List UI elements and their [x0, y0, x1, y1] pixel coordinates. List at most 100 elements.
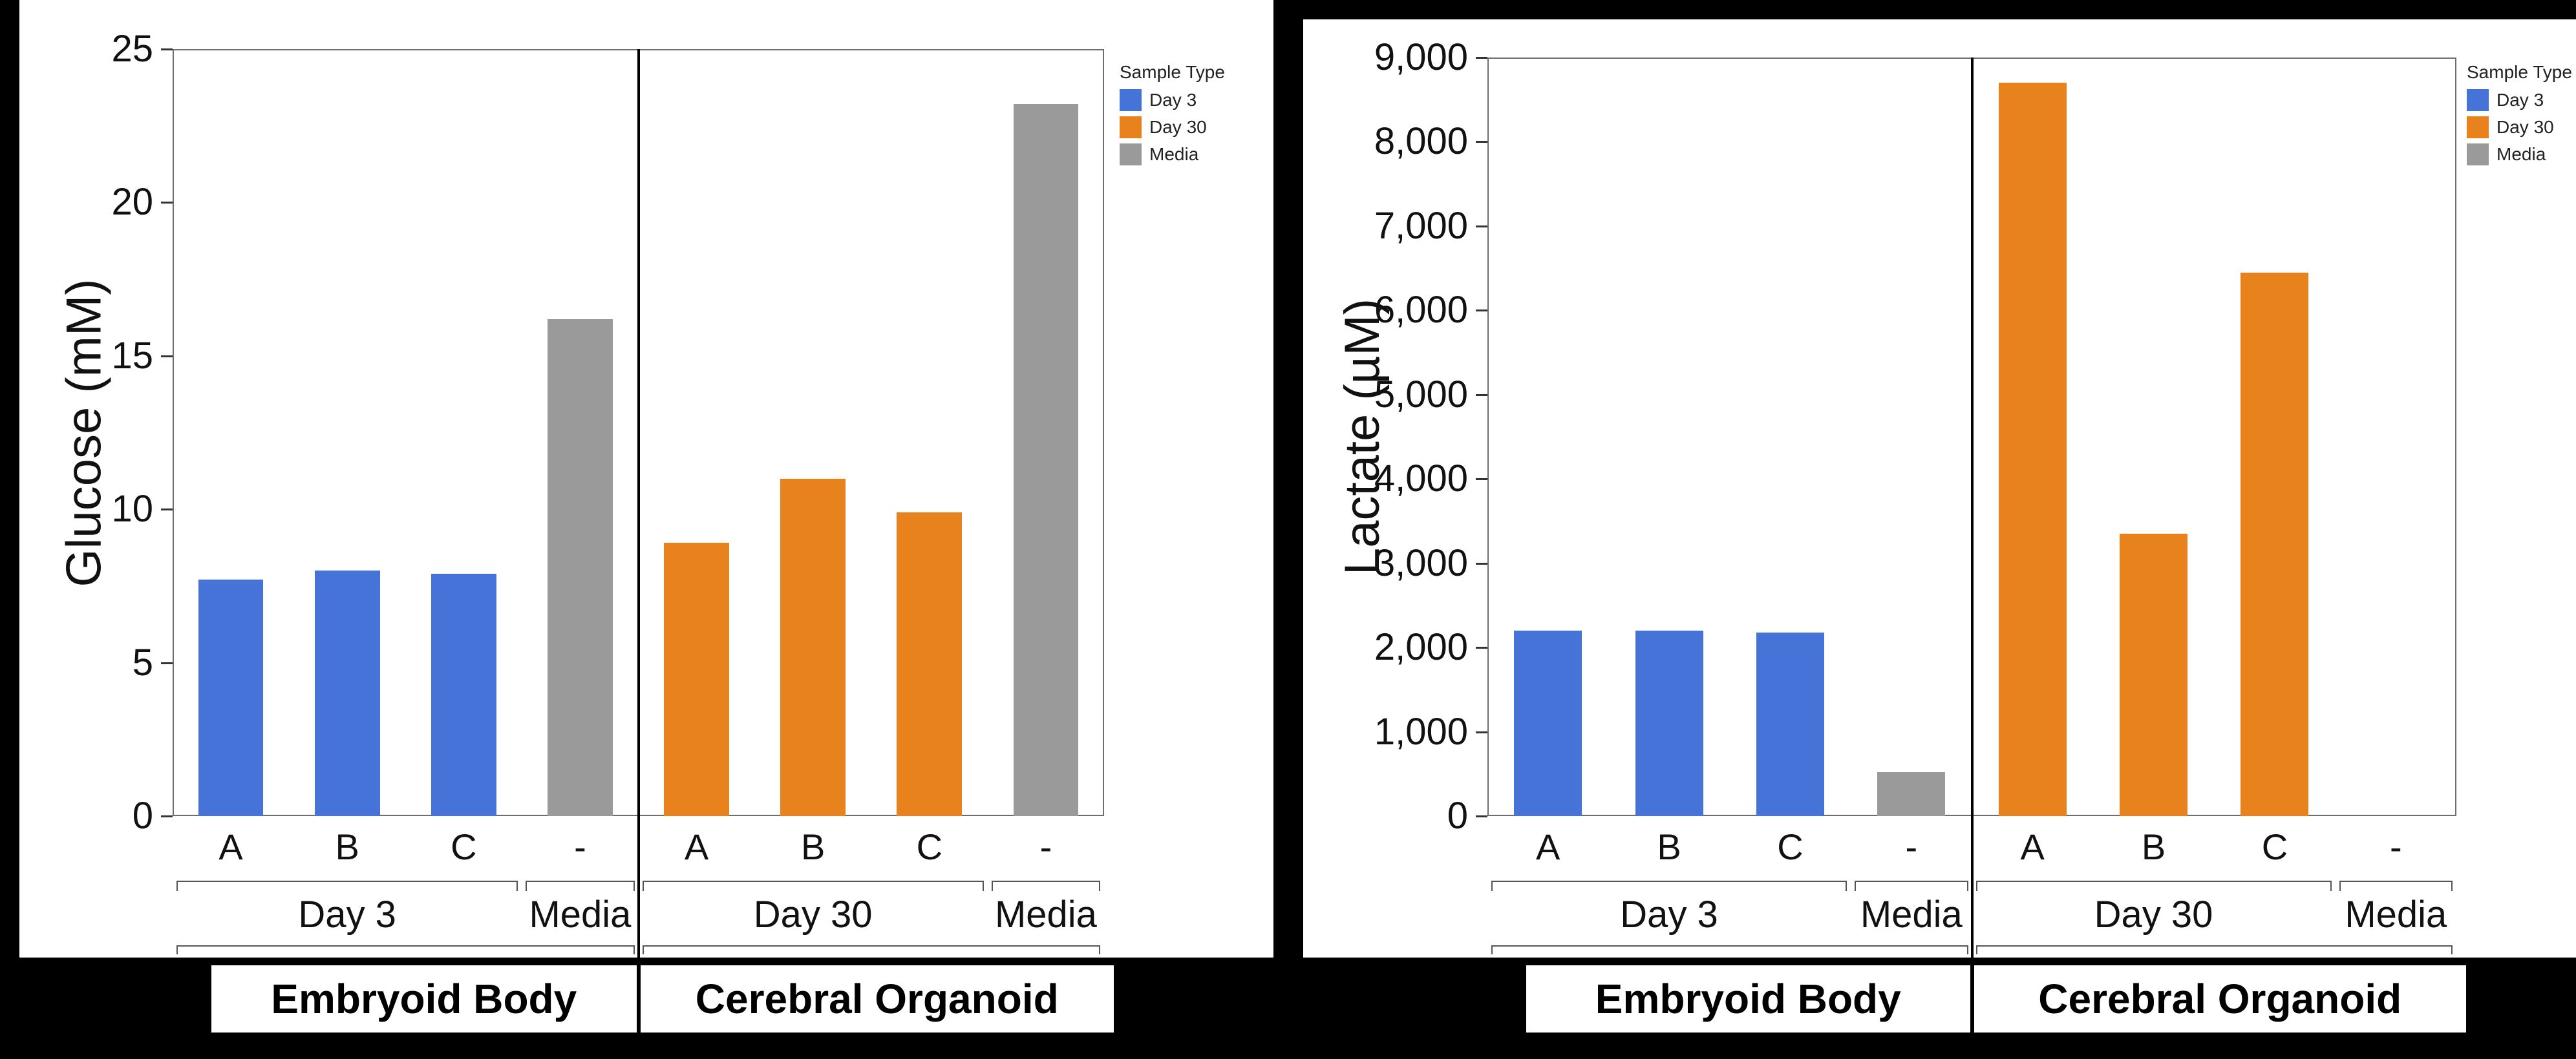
- legend-item-label: Day 30: [2496, 117, 2554, 137]
- y-axis-tick-label: 7,000: [1374, 204, 1468, 247]
- legend-item-label: Day 30: [1149, 117, 1207, 137]
- legend-item: Day 3: [1120, 89, 1225, 111]
- super-group-label-right: Cerebral Organoid: [640, 965, 1114, 1033]
- legend-swatch-day3: [2467, 89, 2489, 111]
- x-axis-category-label: C: [2261, 826, 2288, 867]
- x-axis-category-label: B: [1657, 826, 1681, 867]
- group-axis-label: Day 30: [753, 894, 873, 936]
- super-group-bracket: [642, 945, 1100, 954]
- group-axis-label: Day 30: [2094, 894, 2213, 936]
- y-axis-tick-label: 0: [132, 795, 153, 837]
- x-axis-category-label: A: [1536, 826, 1560, 867]
- y-axis-tick: [161, 815, 173, 817]
- y-axis-tick: [1476, 225, 1487, 227]
- y-axis-tick: [1476, 141, 1487, 143]
- legend-item: Media: [2467, 143, 2572, 165]
- y-axis-tick-label: 3,000: [1374, 541, 1468, 584]
- bar---3: [1877, 772, 1946, 816]
- super-group-label-left: Embryoid Body: [1526, 965, 1970, 1033]
- y-axis-tick: [1476, 309, 1487, 312]
- legend-item: Day 3: [2467, 89, 2572, 111]
- bar-b-5: [780, 478, 846, 816]
- legend-item-label: Media: [2496, 144, 2546, 164]
- y-axis-tick: [161, 509, 173, 511]
- x-axis-category-label: A: [684, 826, 709, 867]
- group-axis-label: Day 3: [298, 894, 396, 936]
- bar-b-5: [2120, 534, 2188, 816]
- bar-c-2: [1756, 632, 1824, 816]
- y-axis-tick: [1476, 393, 1487, 396]
- bar---3: [548, 319, 613, 816]
- bar---7: [1013, 104, 1079, 816]
- y-axis-tick-label: 5: [132, 641, 153, 684]
- y-axis-tick: [1476, 57, 1487, 59]
- legend-item-label: Day 3: [2496, 90, 2544, 110]
- x-axis-category-label: C: [916, 826, 943, 867]
- bar-c-6: [897, 512, 963, 816]
- bar-c-2: [431, 573, 496, 816]
- group-axis-bracket: [991, 881, 1100, 891]
- y-axis-tick-label: 5,000: [1374, 373, 1468, 415]
- y-axis-tick-label: 8,000: [1374, 120, 1468, 163]
- super-group-label-left: Embryoid Body: [211, 965, 637, 1033]
- super-group-bracket: [1491, 945, 1968, 954]
- y-axis-tick-label: 25: [111, 28, 153, 70]
- bar-c-6: [2241, 272, 2309, 816]
- legend-title: Sample Type: [2467, 62, 2572, 82]
- y-axis-tick-label: 1,000: [1374, 710, 1468, 753]
- legend-item: Media: [1120, 143, 1225, 165]
- y-axis-tick: [161, 202, 173, 204]
- group-axis-label: Media: [1860, 894, 1963, 936]
- category-label-divider: [636, 965, 641, 1033]
- y-axis-tick: [1476, 731, 1487, 733]
- super-group-bracket: [176, 945, 635, 954]
- x-axis-category-label: B: [335, 826, 359, 867]
- group-axis-bracket: [1491, 881, 1847, 891]
- super-group-bracket: [1975, 945, 2453, 954]
- y-axis-title: Glucose (mM): [56, 278, 111, 587]
- legend-swatch-day3: [1120, 89, 1142, 111]
- x-axis-category-label: A: [2020, 826, 2045, 867]
- y-axis-tick: [161, 662, 173, 664]
- legend-item-label: Day 3: [1149, 90, 1197, 110]
- glucose-chart-panel: 0 5 10 15 20 25 Glucose (mM) A B C - A B C - Day 3 Media…: [19, 0, 1273, 958]
- y-axis-tick-label: 4,000: [1374, 457, 1468, 500]
- bar-b-1: [314, 571, 380, 816]
- group-axis-bracket: [1975, 881, 2332, 891]
- y-axis-tick-label: 9,000: [1374, 36, 1468, 78]
- group-axis-bracket: [2339, 881, 2453, 891]
- y-axis-tick: [161, 355, 173, 357]
- legend-swatch-media: [2467, 143, 2489, 165]
- bar-b-1: [1635, 631, 1703, 816]
- legend: Sample Type Day 3 Day 30 Media: [1120, 62, 1225, 171]
- group-axis-label: Media: [994, 894, 1097, 936]
- legend-item: Day 30: [2467, 116, 2572, 138]
- x-axis-category-label: B: [2141, 826, 2166, 867]
- legend-title: Sample Type: [1120, 62, 1225, 82]
- category-label-box: Embryoid Body Cerebral Organoid: [211, 965, 1114, 1033]
- group-axis-bracket: [176, 881, 518, 891]
- group-axis-bracket: [526, 881, 635, 891]
- y-axis-tick-label: 0: [1447, 795, 1468, 837]
- category-label-divider: [1970, 965, 1974, 1033]
- y-axis-tick-label: 10: [111, 488, 153, 530]
- group-axis-label: Media: [529, 894, 632, 936]
- x-axis-category-label: C: [451, 826, 477, 867]
- bar-a-4: [1998, 83, 2067, 816]
- legend-swatch-day30: [2467, 116, 2489, 138]
- group-axis-bracket: [1855, 881, 1968, 891]
- x-axis-category-label: -: [574, 826, 586, 867]
- y-axis-tick: [1476, 562, 1487, 565]
- legend-item: Day 30: [1120, 116, 1225, 138]
- x-axis-category-label: A: [218, 826, 243, 867]
- group-axis-label: Day 3: [1620, 894, 1718, 936]
- y-axis-tick-label: 6,000: [1374, 289, 1468, 331]
- y-axis-tick-label: 2,000: [1374, 626, 1468, 669]
- bar-a-0: [198, 580, 264, 816]
- category-label-box: Embryoid Body Cerebral Organoid: [1526, 965, 2466, 1033]
- x-axis-category-label: B: [801, 826, 825, 867]
- y-axis-tick: [1476, 478, 1487, 481]
- legend-swatch-day30: [1120, 116, 1142, 138]
- y-axis-tick: [1476, 815, 1487, 817]
